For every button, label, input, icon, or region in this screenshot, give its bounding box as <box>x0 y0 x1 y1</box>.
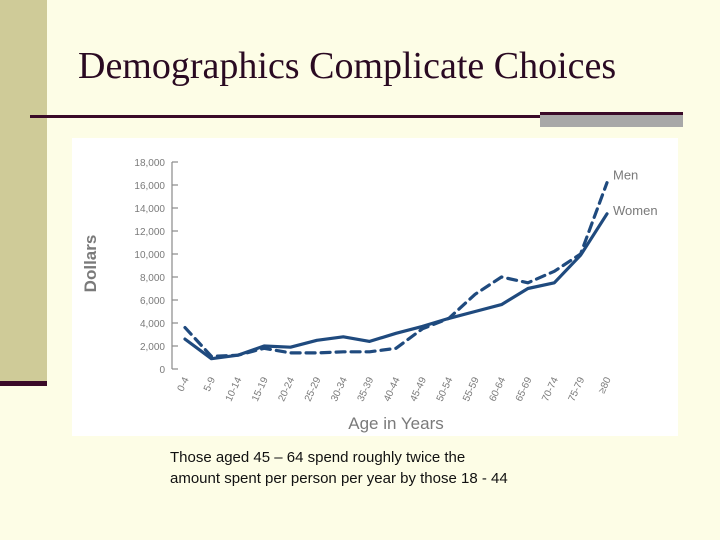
x-tick-label: 0-4 <box>176 375 192 393</box>
x-tick-label: 25-29 <box>303 375 324 403</box>
x-tick-label: 30-34 <box>329 375 350 403</box>
x-tick-label: 65-69 <box>514 375 535 403</box>
left-decor-band <box>0 0 47 383</box>
title-rule-accent <box>540 115 683 127</box>
x-tick-label: 20-24 <box>276 375 297 403</box>
series-line-men <box>183 181 609 358</box>
y-tick-label: 2,000 <box>140 342 165 353</box>
x-tick-label: 45-49 <box>408 375 429 403</box>
data-point-men <box>395 347 398 350</box>
x-tick-label: 35-39 <box>356 375 377 403</box>
slide-title: Demographics Complicate Choices <box>78 45 617 87</box>
y-tick-label: 4,000 <box>140 319 165 330</box>
data-point-women <box>474 310 477 313</box>
data-point-women <box>421 325 424 328</box>
y-tick-label: 0 <box>159 365 165 376</box>
x-tick-label: 15-19 <box>250 375 271 403</box>
y-tick-label: 6,000 <box>140 296 165 307</box>
title-rule-accent-top <box>540 112 683 115</box>
x-tick-label: 10-14 <box>224 375 245 403</box>
y-tick-label: 8,000 <box>140 273 165 284</box>
series-label-men: Men <box>613 168 638 183</box>
y-tick-label: 12,000 <box>134 227 165 238</box>
data-point-men <box>474 293 477 296</box>
data-point-men <box>526 281 529 284</box>
data-point-women <box>447 317 450 320</box>
data-point-men <box>342 350 345 353</box>
data-point-women <box>315 339 318 342</box>
x-tick-label: 50-54 <box>435 375 456 403</box>
title-rule <box>30 115 540 118</box>
caption-line-2: amount spent per person per year by thos… <box>170 470 508 487</box>
x-tick-label: 75-79 <box>567 375 588 403</box>
x-tick-label: 55-59 <box>461 375 482 403</box>
data-point-women <box>342 335 345 338</box>
series-line-women <box>183 212 609 361</box>
data-point-women <box>553 281 556 284</box>
data-point-women <box>500 303 503 306</box>
slide-caption: Those aged 45 – 64 spend roughly twice t… <box>170 447 670 489</box>
x-tick-label: ≥80 <box>597 375 614 395</box>
data-point-women <box>263 345 266 348</box>
data-point-men <box>553 270 556 273</box>
y-tick-label: 14,000 <box>134 204 165 215</box>
data-point-men <box>184 326 187 329</box>
x-tick-label: 70-74 <box>540 375 561 403</box>
data-point-women <box>395 332 398 335</box>
caption-line-1: Those aged 45 – 64 spend roughly twice t… <box>170 449 466 466</box>
data-point-women <box>606 212 609 215</box>
y-tick-label: 16,000 <box>134 181 165 192</box>
data-point-women <box>289 346 292 349</box>
y-axis-title: Dollars <box>81 235 100 293</box>
data-point-men <box>500 276 503 279</box>
chart-panel: 0 2,000 4,000 6,000 8,000 10,000 12,000 14,000 1… <box>72 138 678 436</box>
line-chart: 0 2,000 4,000 6,000 8,000 10,000 12,000 14,000 1… <box>81 158 658 433</box>
data-point-men <box>606 181 609 184</box>
x-axis-title: Age in Years <box>348 414 443 433</box>
data-point-men <box>289 352 292 355</box>
x-tick-label: 40-44 <box>382 375 403 403</box>
data-point-women <box>210 357 213 360</box>
x-tick-label: 5-9 <box>202 375 218 393</box>
data-point-women <box>184 338 187 341</box>
data-point-women <box>579 254 582 257</box>
left-decor-band-foot <box>0 381 47 386</box>
x-tick-label: 60-64 <box>487 375 508 403</box>
y-tick-label: 10,000 <box>134 250 165 261</box>
data-point-women <box>368 340 371 343</box>
data-point-men <box>368 350 371 353</box>
series-label-women: Women <box>613 203 658 218</box>
data-point-men <box>315 352 318 355</box>
data-point-women <box>236 354 239 357</box>
y-tick-label: 18,000 <box>134 158 165 169</box>
data-point-women <box>526 287 529 290</box>
